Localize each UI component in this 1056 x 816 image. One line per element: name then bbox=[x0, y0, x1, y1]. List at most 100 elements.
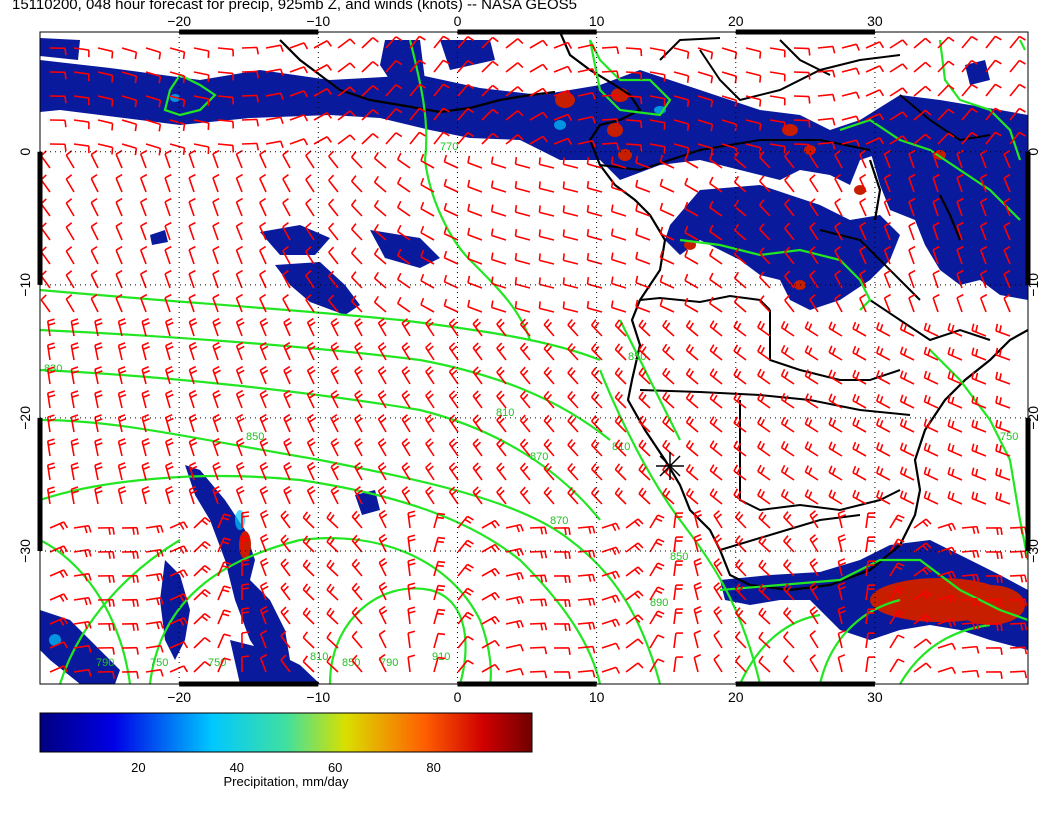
wind-barb bbox=[865, 584, 876, 601]
wind-barb bbox=[354, 389, 363, 409]
wind-barb bbox=[457, 563, 474, 577]
wind-barb bbox=[145, 572, 164, 582]
wind-barb bbox=[94, 318, 103, 337]
wind-barb bbox=[769, 47, 786, 58]
wind-barb bbox=[889, 63, 908, 73]
wind-barb bbox=[457, 587, 474, 601]
wind-barb bbox=[165, 341, 174, 361]
wind-barb bbox=[783, 631, 795, 649]
wind-barb bbox=[837, 654, 846, 673]
wind-barb bbox=[141, 342, 150, 361]
wind-barb bbox=[169, 617, 189, 626]
wind-barb bbox=[241, 118, 260, 127]
wind-barb bbox=[259, 365, 269, 385]
wind-barb bbox=[614, 391, 627, 409]
wind-barb bbox=[783, 655, 795, 673]
wind-barb bbox=[97, 95, 114, 107]
wind-barb bbox=[908, 197, 916, 217]
wind-barb bbox=[433, 59, 450, 73]
wind-barb bbox=[956, 221, 964, 241]
wind-barb bbox=[188, 437, 198, 457]
wind-barb bbox=[577, 573, 596, 582]
wind-barb bbox=[306, 365, 316, 385]
wind-barb bbox=[481, 84, 499, 97]
wind-barb bbox=[188, 269, 196, 289]
wind-barb bbox=[995, 467, 1011, 481]
wind-barb bbox=[165, 437, 174, 457]
wind-barb bbox=[635, 251, 651, 265]
wind-barb bbox=[659, 298, 675, 313]
wind-barb bbox=[385, 84, 403, 97]
wind-barb bbox=[708, 176, 723, 193]
wind-barb bbox=[913, 133, 932, 145]
wind-barb bbox=[841, 43, 860, 51]
wind-barb bbox=[685, 439, 699, 457]
wind-barb bbox=[804, 489, 819, 505]
wind-barb bbox=[90, 245, 99, 265]
wind-barb bbox=[145, 47, 162, 60]
wind-barb bbox=[985, 107, 1002, 121]
wind-barb bbox=[841, 139, 860, 147]
wind-barb bbox=[883, 221, 891, 241]
wind-barb bbox=[995, 395, 1011, 409]
wind-barb bbox=[505, 523, 524, 533]
wind-barb bbox=[337, 110, 356, 121]
wind-barb bbox=[809, 294, 819, 313]
wind-barb bbox=[289, 90, 309, 98]
wind-barb bbox=[883, 149, 891, 169]
wind-barb bbox=[212, 341, 221, 361]
wind-barb bbox=[769, 95, 786, 106]
wind-barb bbox=[433, 608, 446, 625]
wind-barb bbox=[259, 389, 269, 409]
wind-barb bbox=[708, 152, 723, 169]
wind-barb bbox=[217, 143, 235, 153]
wind-barb bbox=[40, 198, 51, 217]
wind-barb bbox=[828, 321, 843, 337]
wind-barb bbox=[193, 612, 211, 625]
wind-barb bbox=[913, 37, 932, 49]
wind-barb bbox=[553, 575, 571, 584]
wind-barb bbox=[420, 201, 435, 217]
wind-barb bbox=[834, 173, 843, 193]
wind-barb bbox=[235, 293, 243, 313]
wind-barb bbox=[1009, 526, 1028, 535]
wind-barb bbox=[601, 46, 620, 55]
wind-barb bbox=[217, 585, 231, 601]
wind-barb bbox=[385, 108, 403, 121]
wind-barb bbox=[351, 534, 363, 553]
wind-barb bbox=[313, 112, 332, 121]
wind-barb bbox=[505, 619, 524, 629]
wind-barb bbox=[217, 537, 231, 553]
wind-barb bbox=[117, 414, 127, 433]
wind-barb bbox=[121, 119, 138, 132]
wind-barb bbox=[553, 65, 573, 73]
wind-barb bbox=[373, 271, 387, 289]
wind-barb bbox=[505, 667, 524, 676]
wind-barb bbox=[995, 419, 1011, 433]
wind-barb bbox=[188, 149, 196, 169]
wind-barb bbox=[899, 394, 915, 409]
wind-barb bbox=[212, 413, 221, 433]
wind-barb bbox=[141, 438, 150, 457]
wind-barb bbox=[713, 534, 723, 553]
wind-barb bbox=[94, 462, 103, 481]
wind-barb bbox=[684, 177, 699, 193]
wind-barb bbox=[145, 620, 164, 630]
wind-barb bbox=[1003, 269, 1011, 289]
wind-barb bbox=[793, 71, 811, 80]
wind-barb bbox=[97, 526, 115, 535]
wind-barb bbox=[769, 119, 786, 130]
wind-barb bbox=[457, 515, 474, 529]
wind-barb bbox=[467, 251, 483, 265]
wind-barb bbox=[467, 203, 483, 217]
contour-label: 750 bbox=[1000, 431, 1018, 443]
wind-barb bbox=[809, 270, 819, 289]
wind-barb bbox=[834, 149, 843, 169]
wind-barb bbox=[757, 368, 771, 385]
wind-barb bbox=[407, 630, 416, 649]
wind-barb bbox=[635, 275, 651, 289]
wind-barb bbox=[519, 366, 531, 385]
wind-barb bbox=[673, 584, 683, 601]
wind-barb bbox=[313, 88, 332, 97]
wind-barb bbox=[377, 486, 387, 505]
